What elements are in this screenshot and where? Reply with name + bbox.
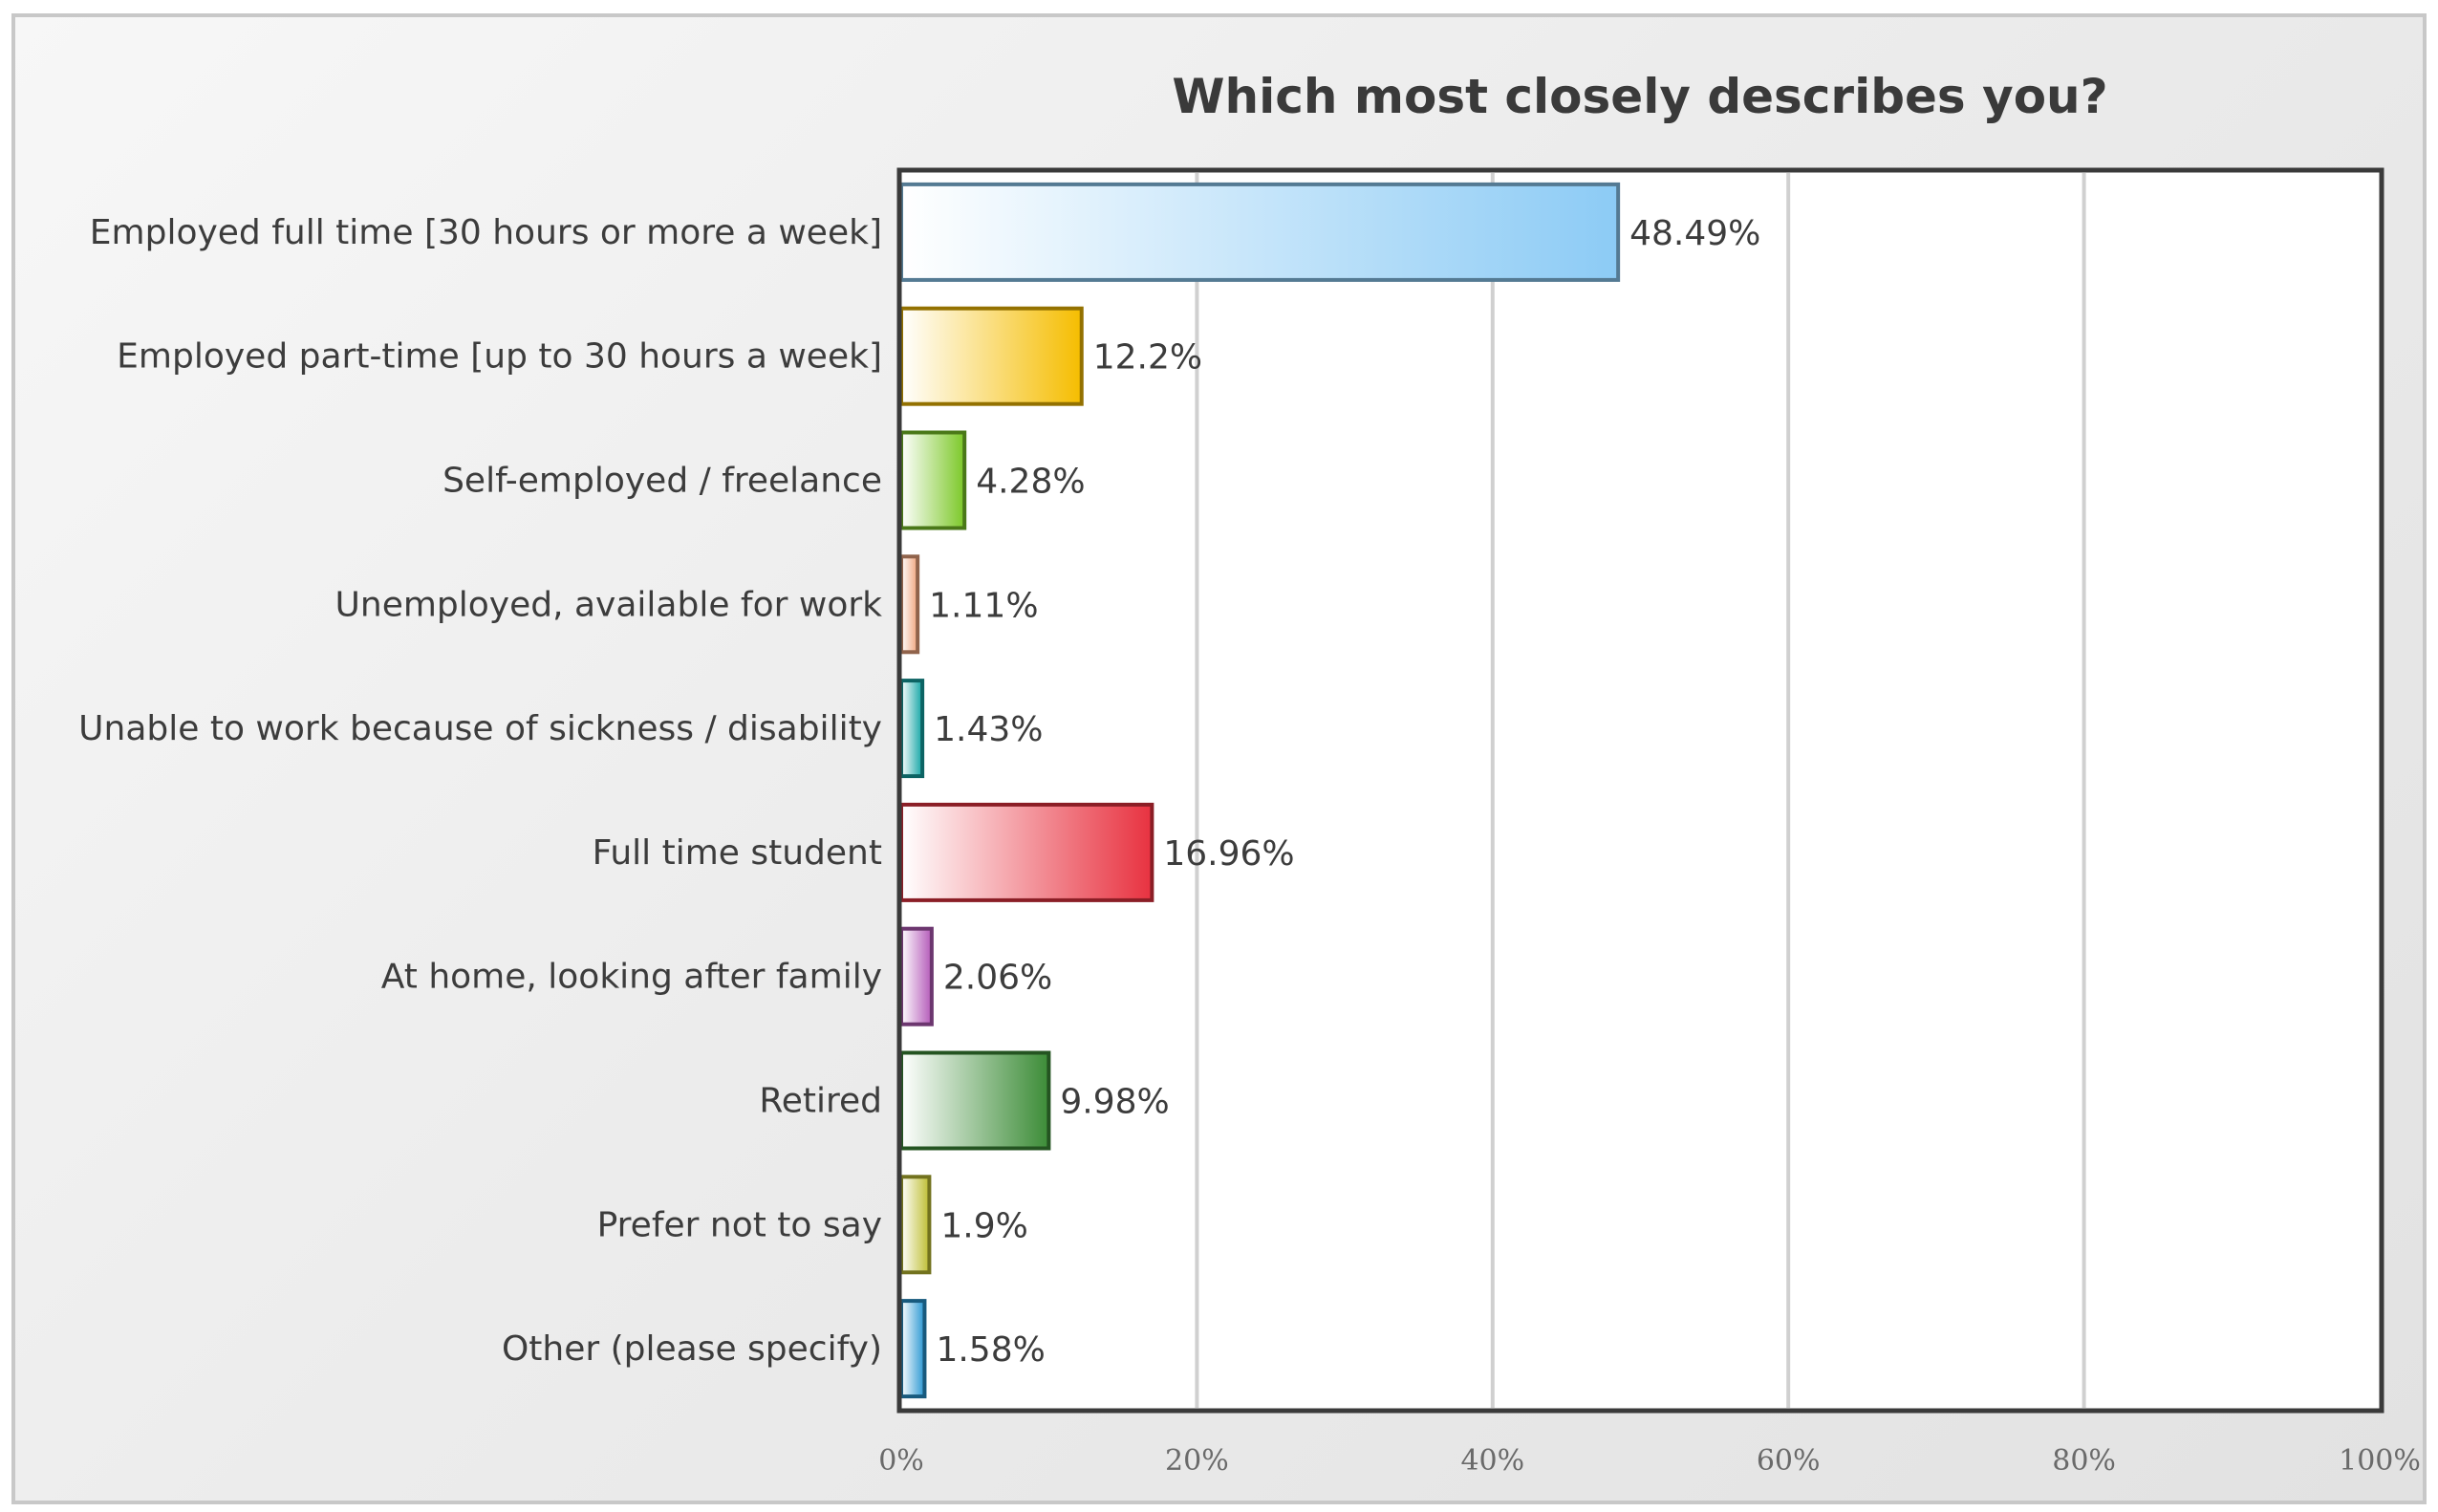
value-label: 12.2%	[1093, 338, 1202, 378]
category-label: Other (please specify)	[502, 1329, 882, 1369]
category-label: Employed full time [30 hours or more a w…	[90, 213, 882, 252]
value-label: 1.43%	[934, 710, 1043, 749]
value-label: 4.28%	[976, 463, 1085, 502]
x-tick-label: 40%	[1460, 1444, 1524, 1478]
x-tick-label: 60%	[1757, 1444, 1821, 1478]
category-label: Employed part-time [up to 30 hours a wee…	[117, 337, 882, 377]
bar	[899, 1299, 927, 1399]
value-label: 9.98%	[1060, 1083, 1169, 1122]
value-label: 48.49%	[1629, 214, 1760, 253]
value-label: 16.96%	[1163, 834, 1294, 874]
value-label: 2.06%	[943, 959, 1052, 998]
x-tick-label: 20%	[1165, 1444, 1229, 1478]
value-label: 1.11%	[929, 586, 1038, 625]
category-label: Full time student	[593, 833, 882, 873]
plot-area	[899, 170, 2382, 1411]
category-label: Retired	[759, 1082, 882, 1121]
x-tick-label: 0%	[878, 1444, 924, 1478]
category-label: Self-employed / freelance	[442, 462, 882, 501]
bar	[899, 554, 920, 655]
category-label: Unable to work because of sickness / dis…	[78, 709, 882, 748]
bar-chart: 48.49% Employed full time [30 hours or mo…	[78, 69, 2421, 1478]
bar	[899, 679, 925, 779]
x-tick-label: 100%	[2339, 1444, 2421, 1478]
bar	[899, 1050, 1051, 1151]
category-label: Prefer not to say	[597, 1205, 882, 1244]
bar	[899, 926, 934, 1026]
chart-panel: 48.49% Employed full time [30 hours or mo…	[11, 13, 2427, 1504]
bar	[899, 430, 967, 530]
category-label: At home, looking after family	[381, 958, 882, 997]
bar	[899, 802, 1154, 902]
bar	[899, 306, 1084, 406]
plot-frame	[896, 167, 2384, 1414]
chart-title: Which most closely describes you?	[1172, 69, 2107, 124]
category-label: Unemployed, available for work	[335, 585, 883, 624]
value-label: 1.9%	[940, 1206, 1027, 1245]
bar	[899, 182, 1621, 282]
x-tick-label: 80%	[2052, 1444, 2116, 1478]
bar	[899, 1175, 932, 1275]
value-label: 1.58%	[936, 1330, 1045, 1370]
